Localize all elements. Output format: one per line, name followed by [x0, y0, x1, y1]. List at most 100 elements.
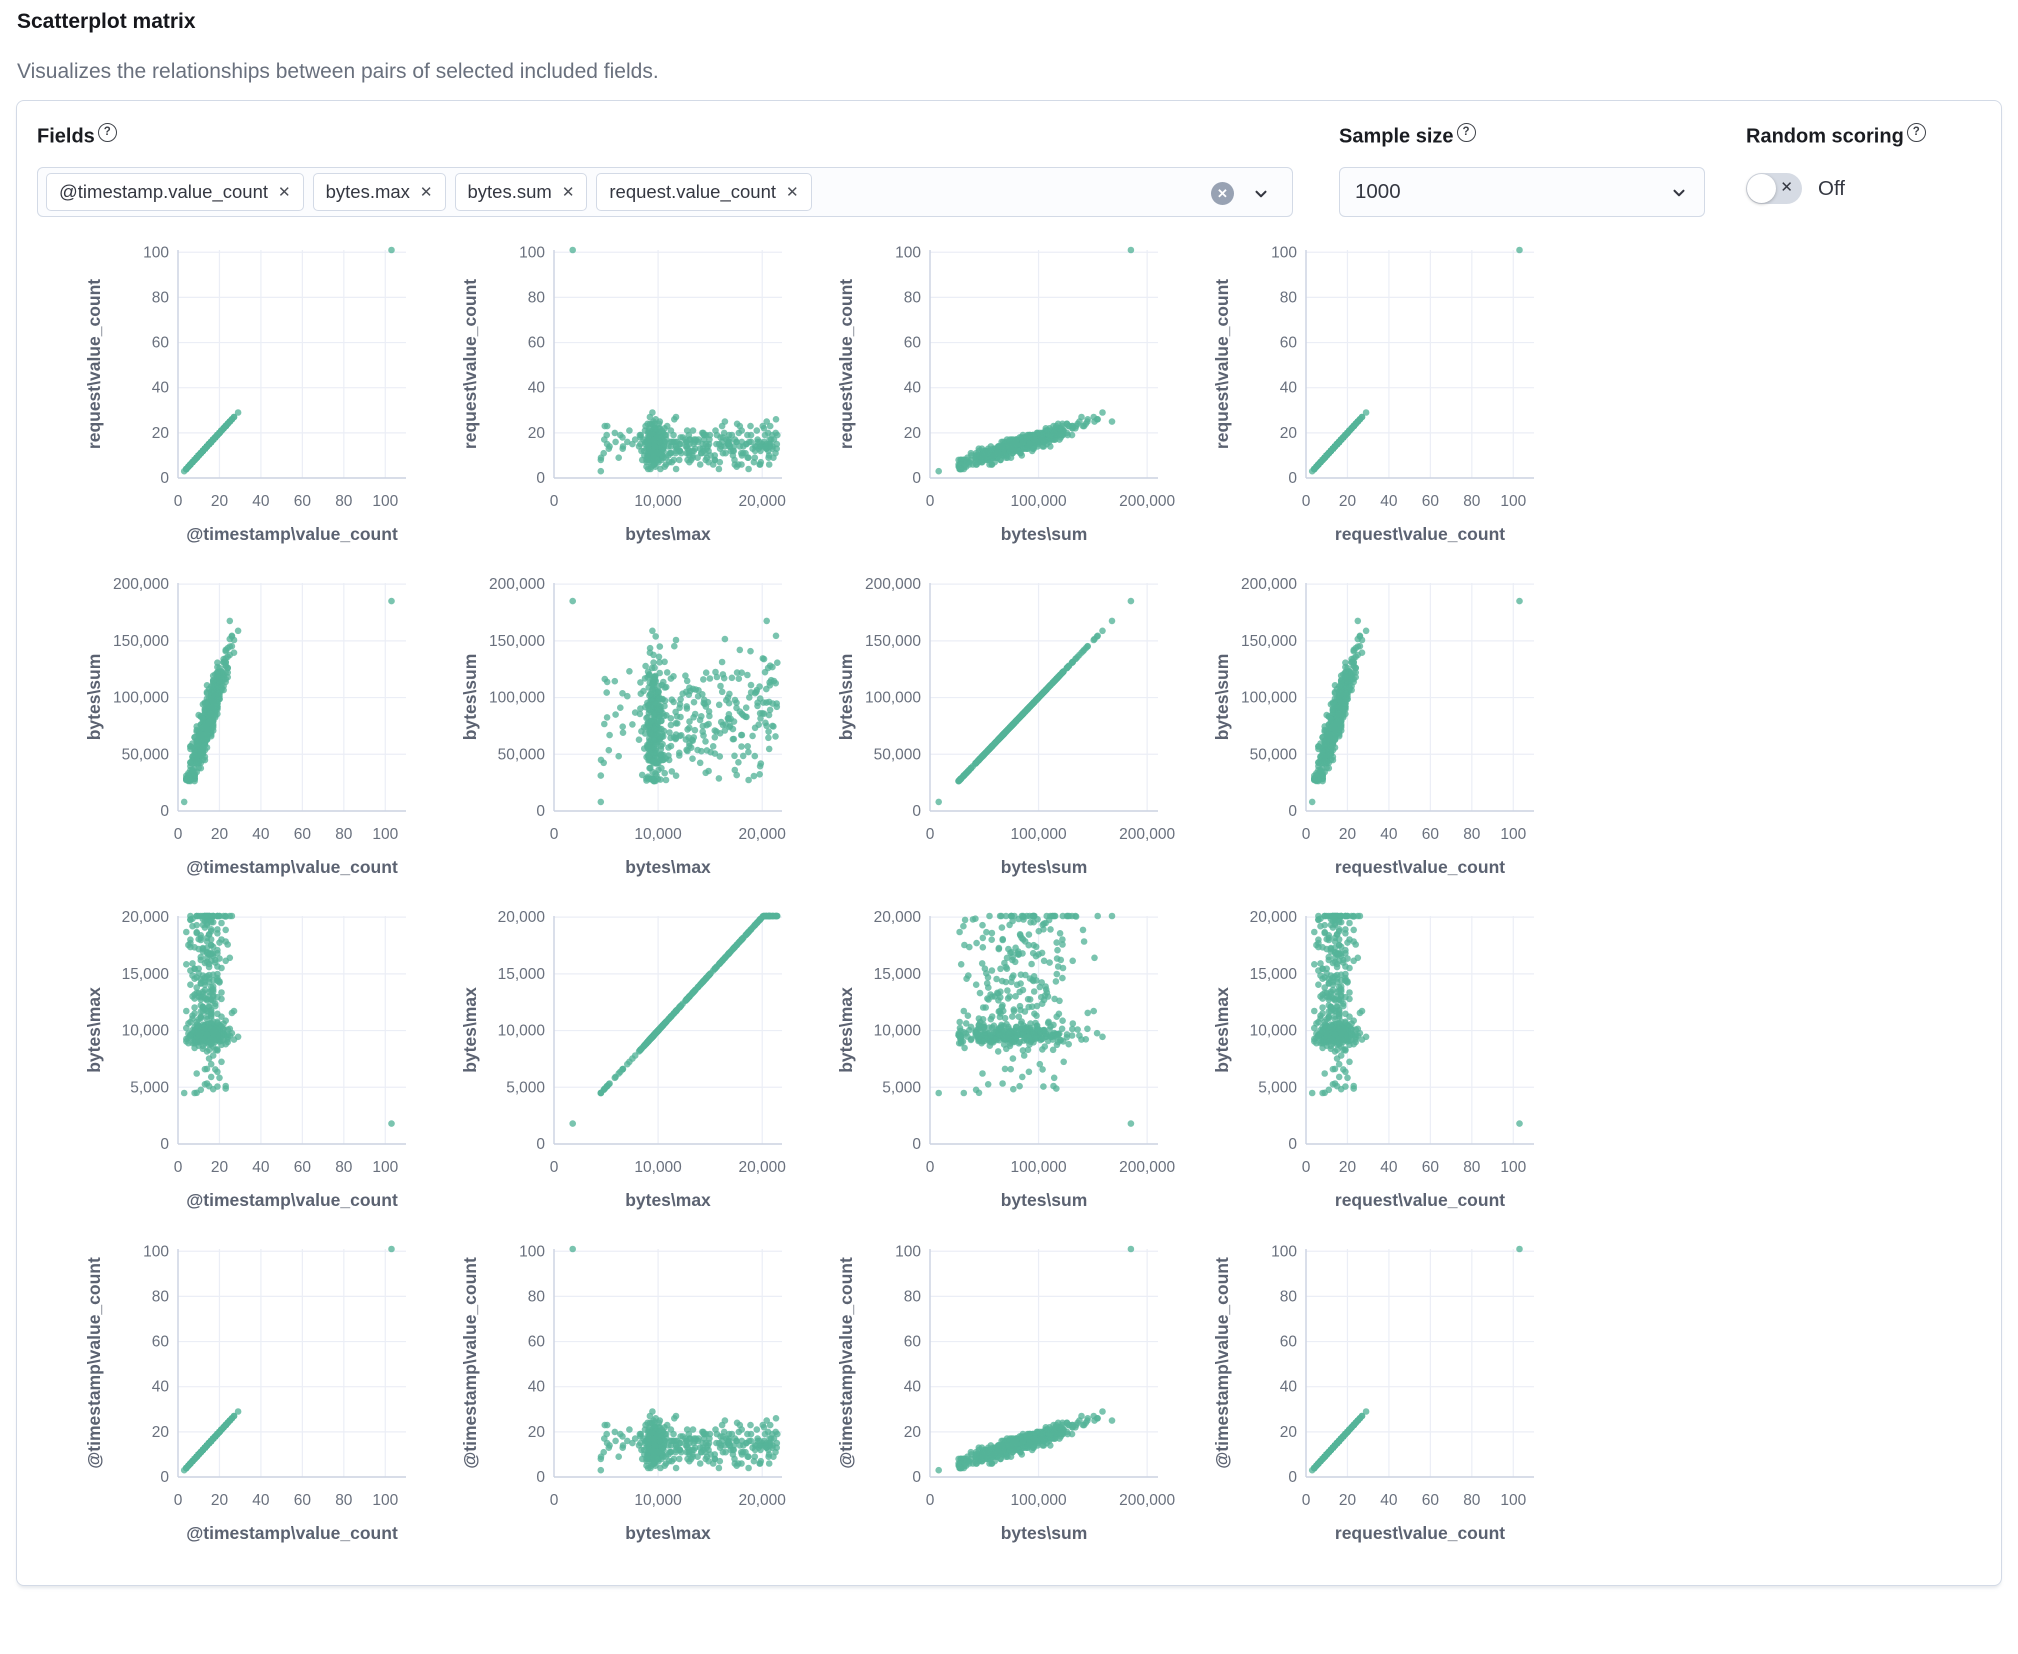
scatterplot-matrix: 0 20 40 60 80 100 0 20 40 60 80 100 @timestamp\value… — [78, 236, 1588, 1571]
scatterplot-bytes_max-vs-timestamp_count: 0 20 40 60 80 100 0 5,000 10,000 15,000 20,000 @tim… — [78, 902, 454, 1235]
svg-text:bytes\max: bytes\max — [625, 524, 711, 544]
svg-text:150,000: 150,000 — [113, 633, 169, 650]
remove-field-icon[interactable]: ✕ — [278, 183, 291, 201]
svg-text:80: 80 — [335, 493, 353, 510]
svg-text:10,000: 10,000 — [634, 826, 682, 843]
remove-field-icon[interactable]: ✕ — [419, 183, 433, 201]
scatterplot-timestamp_count-vs-request_count: 0 20 40 60 80 100 0 20 40 60 80 100 request\value_co… — [1206, 1235, 1582, 1568]
field-pill-0[interactable]: @timestamp.value_count ✕ — [46, 173, 304, 211]
sample-size-select[interactable]: 1000 — [1339, 167, 1705, 217]
svg-text:100,000: 100,000 — [113, 690, 169, 707]
svg-text:60: 60 — [1422, 493, 1440, 510]
svg-text:20: 20 — [1280, 425, 1298, 442]
scatterplot-request_count-vs-request_count: 0 20 40 60 80 100 0 20 40 60 80 100 request\value_co… — [1206, 236, 1582, 569]
svg-text:0: 0 — [926, 493, 935, 510]
select-chevron-down-icon — [1673, 189, 1685, 197]
svg-text:40: 40 — [252, 1159, 270, 1176]
svg-text:request\value_count: request\value_count — [460, 279, 480, 449]
sample-size-label-text: Sample size — [1339, 125, 1454, 148]
svg-text:0: 0 — [550, 826, 559, 843]
scatterplot-request_count-vs-bytes_sum: 0 100,000 200,000 0 20 40 60 80 100 bytes\sum requ… — [830, 236, 1206, 569]
svg-text:200,000: 200,000 — [1119, 493, 1175, 510]
svg-text:60: 60 — [904, 335, 922, 352]
svg-text:100,000: 100,000 — [865, 690, 921, 707]
svg-text:0: 0 — [536, 470, 545, 487]
svg-text:50,000: 50,000 — [1250, 746, 1298, 763]
scatterplot-matrix-panel: Fields? @timestamp.value_count ✕ bytes.max… — [16, 100, 2002, 1586]
field-pill-2[interactable]: bytes.sum ✕ — [454, 173, 588, 211]
svg-text:bytes\sum: bytes\sum — [84, 654, 104, 741]
svg-text:60: 60 — [294, 493, 312, 510]
combobox-chevron-down-icon[interactable] — [1252, 185, 1270, 203]
svg-text:20: 20 — [1339, 493, 1357, 510]
svg-text:20: 20 — [528, 425, 546, 442]
svg-text:100: 100 — [895, 244, 921, 261]
svg-text:@timestamp\value_count: @timestamp\value_count — [186, 524, 398, 544]
svg-text:40: 40 — [252, 826, 270, 843]
svg-text:100: 100 — [372, 1159, 398, 1176]
svg-text:80: 80 — [1280, 289, 1298, 306]
svg-text:10,000: 10,000 — [634, 493, 682, 510]
svg-text:0: 0 — [926, 826, 935, 843]
page-title: Scatterplot matrix — [17, 10, 196, 33]
svg-text:0: 0 — [912, 803, 921, 820]
svg-text:150,000: 150,000 — [1241, 633, 1297, 650]
svg-text:20: 20 — [211, 493, 229, 510]
svg-text:150,000: 150,000 — [865, 633, 921, 650]
svg-text:60: 60 — [1280, 335, 1298, 352]
svg-text:100: 100 — [1271, 244, 1297, 261]
svg-text:bytes\sum: bytes\sum — [1001, 524, 1088, 544]
remove-field-icon[interactable]: ✕ — [561, 183, 575, 201]
remove-field-icon[interactable]: ✕ — [786, 183, 799, 201]
scatterplot-bytes_sum-vs-timestamp_count: 0 20 40 60 80 100 0 50,000 100,000 150,000 200,000… — [78, 569, 454, 902]
svg-text:100: 100 — [1500, 826, 1526, 843]
svg-text:80: 80 — [1463, 826, 1481, 843]
svg-text:60: 60 — [528, 335, 546, 352]
svg-text:40: 40 — [1380, 826, 1398, 843]
scatterplot-timestamp_count-vs-bytes_max: 0 10,000 20,000 0 20 40 60 80 100 bytes\max @times… — [454, 1235, 830, 1568]
svg-text:50,000: 50,000 — [874, 746, 922, 763]
scatterplot-bytes_sum-vs-request_count: 0 20 40 60 80 100 0 50,000 100,000 150,000 200,000… — [1206, 569, 1582, 902]
svg-text:100,000: 100,000 — [1011, 826, 1067, 843]
svg-text:request\value_count: request\value_count — [1212, 279, 1232, 449]
sample-size-help-icon[interactable]: ? — [1456, 123, 1476, 142]
svg-text:200,000: 200,000 — [1241, 576, 1297, 593]
svg-text:@timestamp\value_count: @timestamp\value_count — [186, 857, 398, 877]
field-pill-1[interactable]: bytes.max ✕ — [312, 173, 446, 211]
svg-text:0: 0 — [160, 470, 169, 487]
svg-text:bytes\sum: bytes\sum — [1212, 654, 1232, 741]
random-scoring-label-text: Random scoring — [1746, 125, 1904, 148]
svg-text:0: 0 — [1302, 493, 1311, 510]
scatterplot-request_count-vs-bytes_max: 0 10,000 20,000 0 20 40 60 80 100 bytes\max reques… — [454, 236, 830, 569]
svg-text:100: 100 — [372, 493, 398, 510]
svg-text:request\value_count: request\value_count — [836, 279, 856, 449]
svg-text:40: 40 — [528, 380, 546, 397]
sample-size-value: 1000 — [1355, 180, 1401, 203]
svg-text:200,000: 200,000 — [1119, 826, 1175, 843]
svg-text:80: 80 — [904, 289, 922, 306]
random-scoring-help-icon[interactable]: ? — [1906, 123, 1926, 142]
fields-help-icon[interactable]: ? — [97, 123, 117, 142]
svg-text:20,000: 20,000 — [122, 909, 170, 926]
scatterplot-timestamp_count-vs-timestamp_count: 0 20 40 60 80 100 0 20 40 60 80 100 @timestamp\value… — [78, 1235, 454, 1568]
random-scoring-label: Random scoring? — [1746, 123, 1926, 149]
svg-text:100: 100 — [519, 244, 545, 261]
svg-text:40: 40 — [1280, 380, 1298, 397]
svg-text:0: 0 — [174, 826, 183, 843]
svg-text:20: 20 — [1339, 826, 1357, 843]
random-scoring-toggle[interactable]: ✕ — [1746, 173, 1802, 204]
field-pill-label: bytes.sum — [467, 181, 552, 202]
scatterplot-bytes_sum-vs-bytes_sum: 0 100,000 200,000 0 50,000 100,000 150,000 200,… — [830, 569, 1206, 902]
fields-combobox[interactable]: @timestamp.value_count ✕ bytes.max ✕ bytes.s… — [37, 167, 1293, 217]
svg-text:50,000: 50,000 — [122, 746, 170, 763]
svg-text:40: 40 — [1380, 493, 1398, 510]
field-pill-3[interactable]: request.value_count ✕ — [596, 173, 812, 211]
svg-text:0: 0 — [536, 803, 545, 820]
scatterplot-bytes_max-vs-bytes_sum: 0 100,000 200,000 0 5,000 10,000 15,000 20,000 b… — [830, 902, 1206, 1235]
clear-fields-icon[interactable]: ✕ — [1211, 182, 1234, 205]
random-scoring-state: Off — [1818, 176, 1845, 200]
svg-text:20: 20 — [211, 1159, 229, 1176]
svg-text:20: 20 — [211, 826, 229, 843]
scatterplot-request_count-vs-timestamp_count: 0 20 40 60 80 100 0 20 40 60 80 100 @timestamp\value… — [78, 236, 454, 569]
svg-text:bytes\sum: bytes\sum — [460, 654, 480, 741]
